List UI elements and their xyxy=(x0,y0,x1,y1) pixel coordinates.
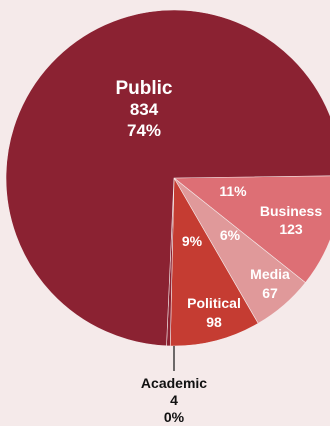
academic-label: Academic xyxy=(141,375,207,391)
business-value: 123 xyxy=(279,221,303,237)
public-percent: 74% xyxy=(127,121,161,140)
business-label: Business xyxy=(260,203,322,219)
political-label: Political xyxy=(187,295,241,311)
media-value: 67 xyxy=(262,285,278,301)
academic-percent: 0% xyxy=(164,409,185,425)
academic-value: 4 xyxy=(170,392,178,408)
political-percent: 9% xyxy=(182,233,203,249)
media-percent: 6% xyxy=(220,227,241,243)
public-label: Public xyxy=(115,78,172,99)
media-label: Media xyxy=(250,266,290,282)
public-value: 834 xyxy=(130,100,159,119)
political-value: 98 xyxy=(206,314,222,330)
business-percent: 11% xyxy=(219,183,247,199)
